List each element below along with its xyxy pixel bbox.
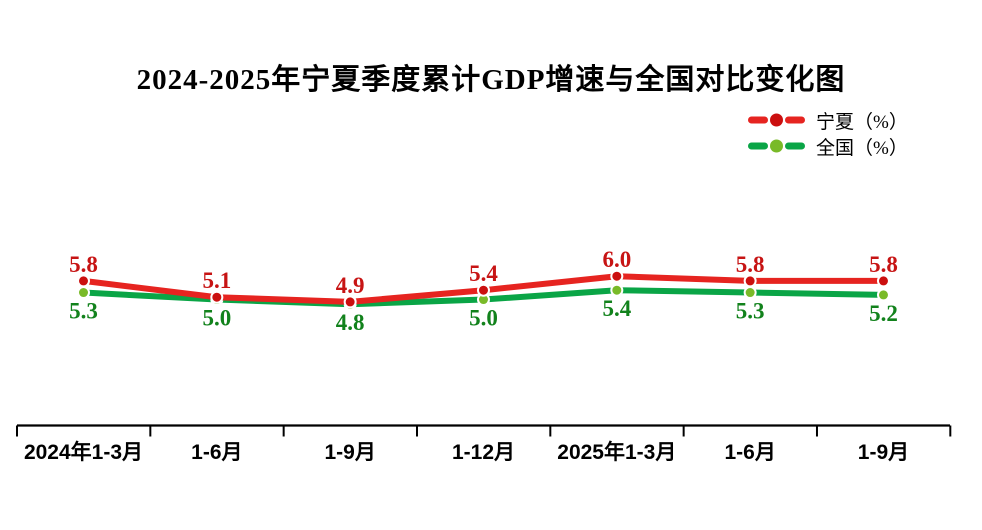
series-1-data-label-4: 5.4: [602, 296, 631, 321]
series-1-point-6: [876, 288, 890, 302]
legend-dot: [770, 113, 783, 127]
x-axis-label: 1-9月: [858, 441, 909, 464]
series-1-data-label-0: 5.3: [69, 299, 98, 324]
series-1-data-label-6: 5.2: [869, 301, 898, 326]
x-axis-label: 2024年1-3月: [24, 440, 143, 464]
series-0-point-0: [77, 274, 90, 288]
series-0-point-2: [343, 295, 357, 309]
series-0-point-3: [476, 283, 490, 297]
legend-label-ningxia: 宁夏（%）: [816, 111, 908, 133]
legend-dash: [748, 116, 768, 124]
series-1-point-4: [610, 283, 624, 297]
x-axis-label: 1-9月: [324, 441, 375, 464]
legend-item-ningxia: 宁夏（%）: [748, 107, 908, 133]
series-0-data-label-1: 5.1: [202, 268, 231, 293]
series-0-data-label-3: 5.4: [469, 261, 498, 286]
legend-label-national: 全国（%）: [816, 137, 908, 159]
series-1-data-label-2: 4.8: [336, 310, 365, 335]
series-0-point-6: [876, 274, 890, 288]
series-0-point-5: [743, 274, 757, 288]
x-axis-label: 2025年1-3月: [557, 440, 676, 464]
series-0-data-label-4: 6.0: [602, 247, 631, 272]
series-0-point-1: [210, 290, 224, 304]
series-1-point-0: [77, 286, 90, 300]
series-0-data-label-2: 4.9: [336, 273, 365, 298]
series-0-point-4: [610, 269, 624, 283]
series-0-data-label-0: 5.8: [69, 252, 98, 277]
x-axis-label: 1-6月: [191, 441, 242, 464]
legend-dot: [770, 139, 783, 153]
series-0-data-label-6: 5.8: [869, 252, 898, 277]
series-0-data-label-5: 5.8: [736, 252, 765, 277]
legend-dash: [748, 142, 768, 150]
series-1-data-label-5: 5.3: [736, 299, 765, 324]
x-axis-label: 1-12月: [452, 441, 515, 464]
series-1-data-label-1: 5.0: [202, 306, 231, 331]
series-1-data-label-3: 5.0: [469, 306, 498, 331]
legend-line-dot-icon: [748, 113, 805, 127]
x-axis-label: 1-6月: [724, 441, 775, 464]
legend-line-dot-icon: [748, 139, 805, 153]
legend: 宁夏（%） 全国（%）: [748, 107, 908, 159]
legend-item-national: 全国（%）: [748, 133, 908, 159]
legend-dash: [785, 116, 805, 124]
legend-dash: [785, 142, 805, 150]
chart-title: 2024-2025年宁夏季度累计GDP增速与全国对比变化图: [136, 64, 846, 96]
series-1-point-5: [743, 286, 757, 300]
